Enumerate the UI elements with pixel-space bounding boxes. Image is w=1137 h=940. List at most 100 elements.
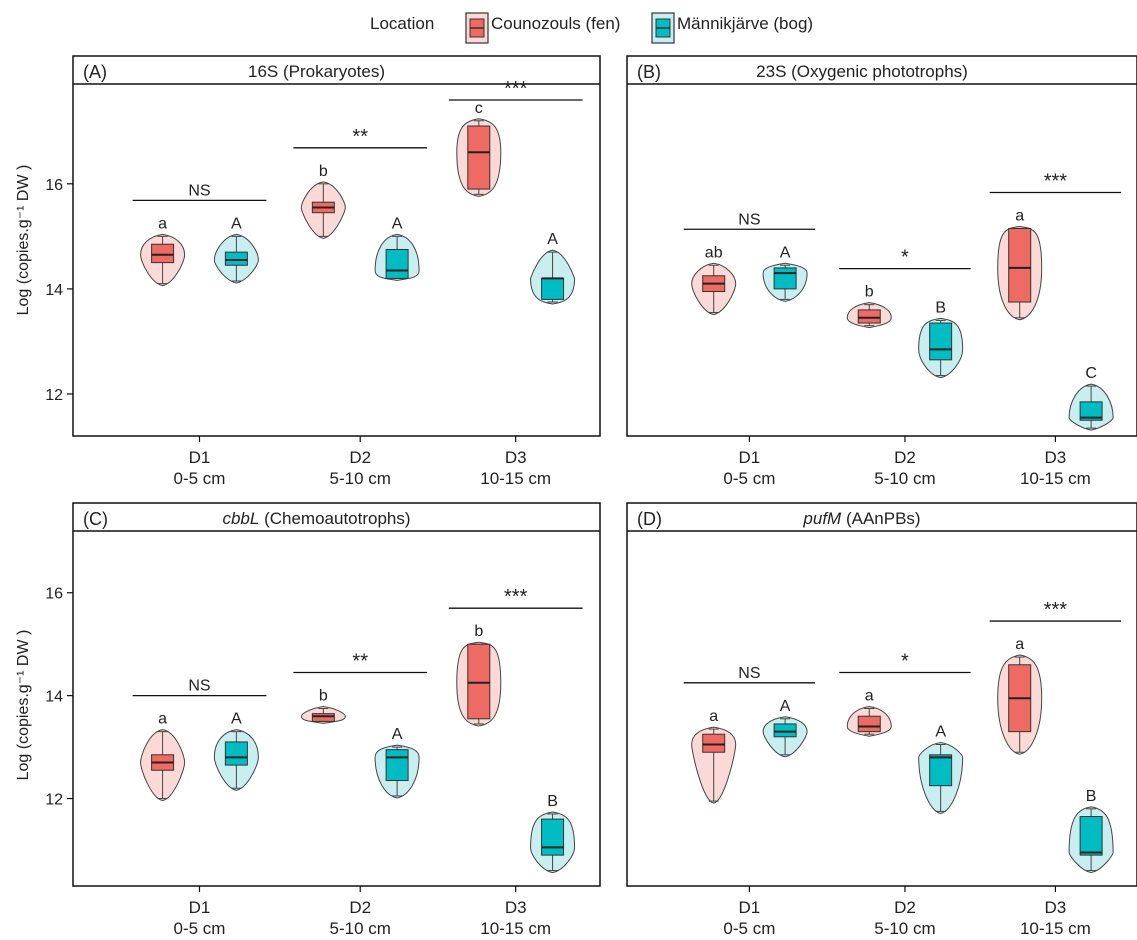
box-bog [773,723,797,738]
legend-title: Location [370,14,434,33]
y-axis-label-top: Log (copies.g⁻¹ DW ) [15,165,32,316]
y-tick-label: 14 [45,689,63,706]
x-tick-label-code: D3 [1045,898,1067,917]
group-letter-bog: A [231,215,242,232]
panel-letter: (D) [637,509,662,529]
panel-letter: (B) [637,62,661,82]
group-letter-fen: b [865,284,874,301]
box-bog [929,754,953,787]
x-tick-label-depth: 0-5 cm [173,469,225,488]
panel-letter: (A) [83,62,107,82]
x-tick-label-code: D1 [739,898,761,917]
x-tick-label-code: D3 [505,898,527,917]
panels: (A) 16S (Prokaryotes) 12 14 16 D1 0-5 cm a A NS D2… [45,55,1137,938]
box-bog [224,741,248,766]
group-letter-fen: a [1015,207,1024,224]
y-axis-label-bottom: Log (copies.g⁻¹ DW ) [15,630,32,781]
group-letter-bog: A [392,726,403,743]
panel-title-desc: (Oxygenic phototrophs) [786,62,967,81]
x-tick-label-depth: 5-10 cm [330,919,391,938]
box-fen [467,643,491,720]
group-letter-fen: b [319,163,328,180]
box-fen [1008,227,1032,303]
panel-frame [626,502,1137,887]
y-tick-label: 14 [45,282,63,299]
x-tick-label-depth: 10-15 cm [480,469,551,488]
x-tick-label-code: D1 [189,448,211,467]
group-letter-bog: B [935,299,946,316]
group-letter-bog: A [547,231,558,248]
panel-frame [72,55,601,437]
x-tick-label-code: D2 [349,898,371,917]
group-letter-bog: A [392,215,403,232]
box-fen [702,733,726,753]
significance-label: *** [504,586,528,608]
group-letter-fen: a [1015,636,1024,653]
y-tick-label: 12 [45,792,63,809]
panel-title-gene: 23S [756,62,786,81]
x-tick-label-code: D3 [1045,448,1067,467]
group-letter-bog: A [780,698,791,715]
x-tick-label-depth: 10-15 cm [480,919,551,938]
significance-label: ** [352,651,368,673]
panel-title-desc: (AAnPBs) [841,509,920,528]
group-letter-fen: a [158,711,167,728]
x-tick-label-depth: 5-10 cm [874,919,935,938]
box-bog [385,749,409,782]
box-bog [541,277,565,300]
group-letter-fen: b [319,688,328,705]
x-tick-label-code: D2 [894,448,916,467]
significance-label: NS [188,678,210,695]
box-bog [541,818,565,856]
group-letter-bog: B [1086,788,1097,805]
x-tick-label-depth: 0-5 cm [723,919,775,938]
y-tick-label: 16 [45,586,63,603]
box-bog [1079,401,1103,421]
significance-label: NS [738,665,760,682]
significance-label: *** [504,78,528,100]
x-tick-label-depth: 10-15 cm [1020,919,1091,938]
panel-frame [72,502,601,887]
group-letter-fen: a [158,215,167,232]
x-tick-label-depth: 10-15 cm [1020,469,1091,488]
box-fen [467,125,491,190]
panel-frame [626,55,1137,437]
panel-3: (D) pufM (AAnPBs) D1 0-5 cm a A NS D2 5-10 cm a A *… [626,502,1137,938]
panel-title-desc: (Prokaryotes) [278,62,385,81]
x-tick-label-depth: 5-10 cm [874,469,935,488]
x-tick-label-code: D3 [505,448,527,467]
box-bog [773,267,797,290]
x-tick-label-code: D1 [739,448,761,467]
group-letter-fen: ab [705,244,723,261]
box-bog [929,322,953,361]
panel-title: 23S (Oxygenic phototrophs) [756,62,968,81]
box-bog [1079,816,1103,856]
panel-letter: (C) [83,509,108,529]
legend: Location Counozouls (fen) Männikjärve (b… [370,12,813,44]
legend-label-fen: Counozouls (fen) [491,14,620,33]
group-letter-bog: C [1085,365,1097,382]
x-tick-label-code: D2 [894,898,916,917]
x-tick-label-depth: 5-10 cm [330,469,391,488]
significance-label: *** [1044,170,1068,192]
significance-label: *** [1044,599,1068,621]
panel-title-gene: cbbL [222,509,259,528]
panel-0: (A) 16S (Prokaryotes) 12 14 16 D1 0-5 cm a A NS D2… [45,55,601,488]
panel-2: (C) cbbL (Chemoautotrophs) 12 14 16 D1 0-5 cm a… [45,502,601,938]
legend-label-bog: Männikjärve (bog) [677,14,813,33]
group-letter-bog: A [780,244,791,261]
box-fen [151,243,175,264]
significance-label: ** [352,126,368,148]
panel-title-gene: pufM [802,509,842,528]
x-tick-label-depth: 0-5 cm [173,919,225,938]
panel-title: pufM (AAnPBs) [802,509,920,528]
box-fen [311,713,335,722]
panel-title-gene: 16S [248,62,278,81]
box-fen [857,309,881,324]
x-tick-label-code: D1 [189,898,211,917]
group-letter-fen: a [709,708,718,725]
significance-label: * [901,247,909,269]
significance-label: NS [188,182,210,199]
y-tick-label: 16 [45,177,63,194]
